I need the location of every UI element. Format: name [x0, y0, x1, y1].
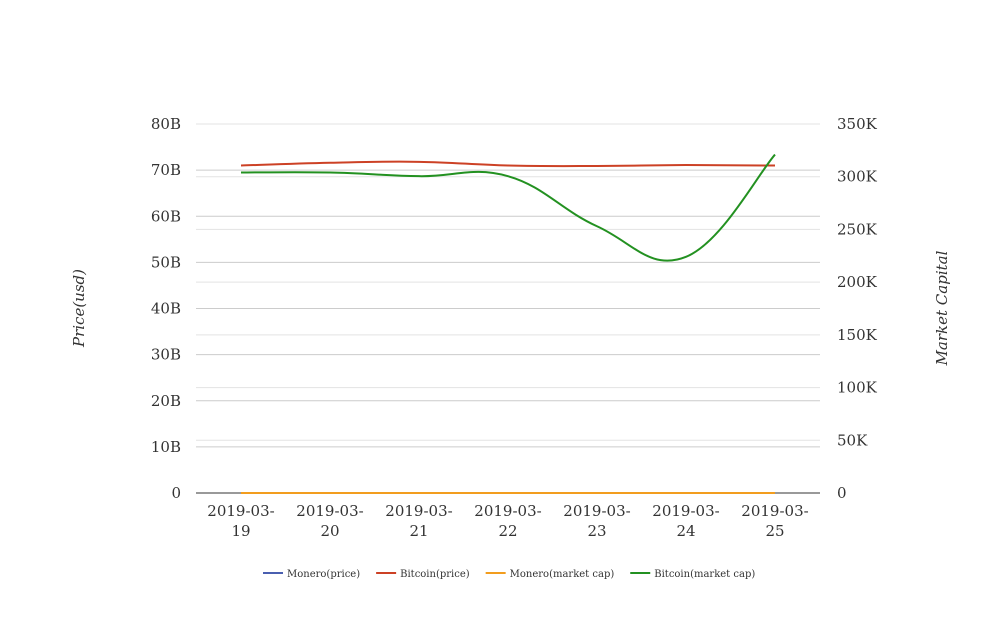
- y-tick-label-right: 300K: [837, 168, 878, 186]
- y-tick-label-right: 0: [837, 484, 847, 502]
- series-line-bitcoin-market-cap[interactable]: [240, 153, 776, 262]
- x-tick-label: 2019-03-25: [741, 502, 808, 540]
- y-tick-label-left: 50B: [151, 253, 181, 271]
- y-tick-label-right: 250K: [837, 220, 878, 238]
- y-tick-label-right: 200K: [837, 273, 878, 291]
- y-tick-label-left: 30B: [151, 346, 181, 364]
- y-tick-label-right: 50K: [837, 431, 868, 449]
- y-tick-label-left: 0: [171, 484, 181, 502]
- legend-label: Monero(market cap): [510, 569, 615, 580]
- x-tick-label: 2019-03-19: [207, 502, 274, 540]
- legend-item-monero-price[interactable]: Monero(price): [263, 569, 360, 580]
- series-layer: [240, 153, 776, 495]
- y-tick-label-left: 20B: [151, 392, 181, 410]
- y-tick-label-right: 350K: [837, 115, 878, 133]
- y-axis-title-left: Price(usd): [70, 269, 88, 348]
- y-axis-title-right: Market Capital: [933, 250, 951, 366]
- series-line-bitcoin-price[interactable]: [240, 160, 776, 168]
- x-tick-label: 2019-03-21: [385, 502, 452, 540]
- x-tick-label: 2019-03-20: [296, 502, 363, 540]
- legend-label: Bitcoin(price): [400, 569, 470, 580]
- y-tick-label-left: 10B: [151, 438, 181, 456]
- legend[interactable]: Monero(price) Bitcoin(price) Monero(market…: [263, 569, 755, 580]
- x-tick-label: 2019-03-23: [563, 502, 630, 540]
- legend-label: Monero(price): [287, 569, 360, 580]
- y-tick-label-left: 40B: [151, 300, 181, 318]
- y-tick-label-right: 100K: [837, 379, 878, 397]
- y-tick-label-left: 60B: [151, 207, 181, 225]
- x-tick-label: 2019-03-24: [652, 502, 719, 540]
- x-tick-label: 2019-03-22: [474, 502, 541, 540]
- y-tick-label-left: 70B: [151, 161, 181, 179]
- legend-label: Bitcoin(market cap): [654, 569, 755, 580]
- legend-item-monero-market-cap[interactable]: Monero(market cap): [485, 569, 615, 580]
- y-tick-label-left: 80B: [151, 115, 181, 133]
- y-tick-label-right: 150K: [837, 326, 878, 344]
- legend-item-bitcoin-price[interactable]: Bitcoin(price): [376, 569, 470, 580]
- legend-item-bitcoin-market-cap[interactable]: Bitcoin(market cap): [630, 569, 755, 580]
